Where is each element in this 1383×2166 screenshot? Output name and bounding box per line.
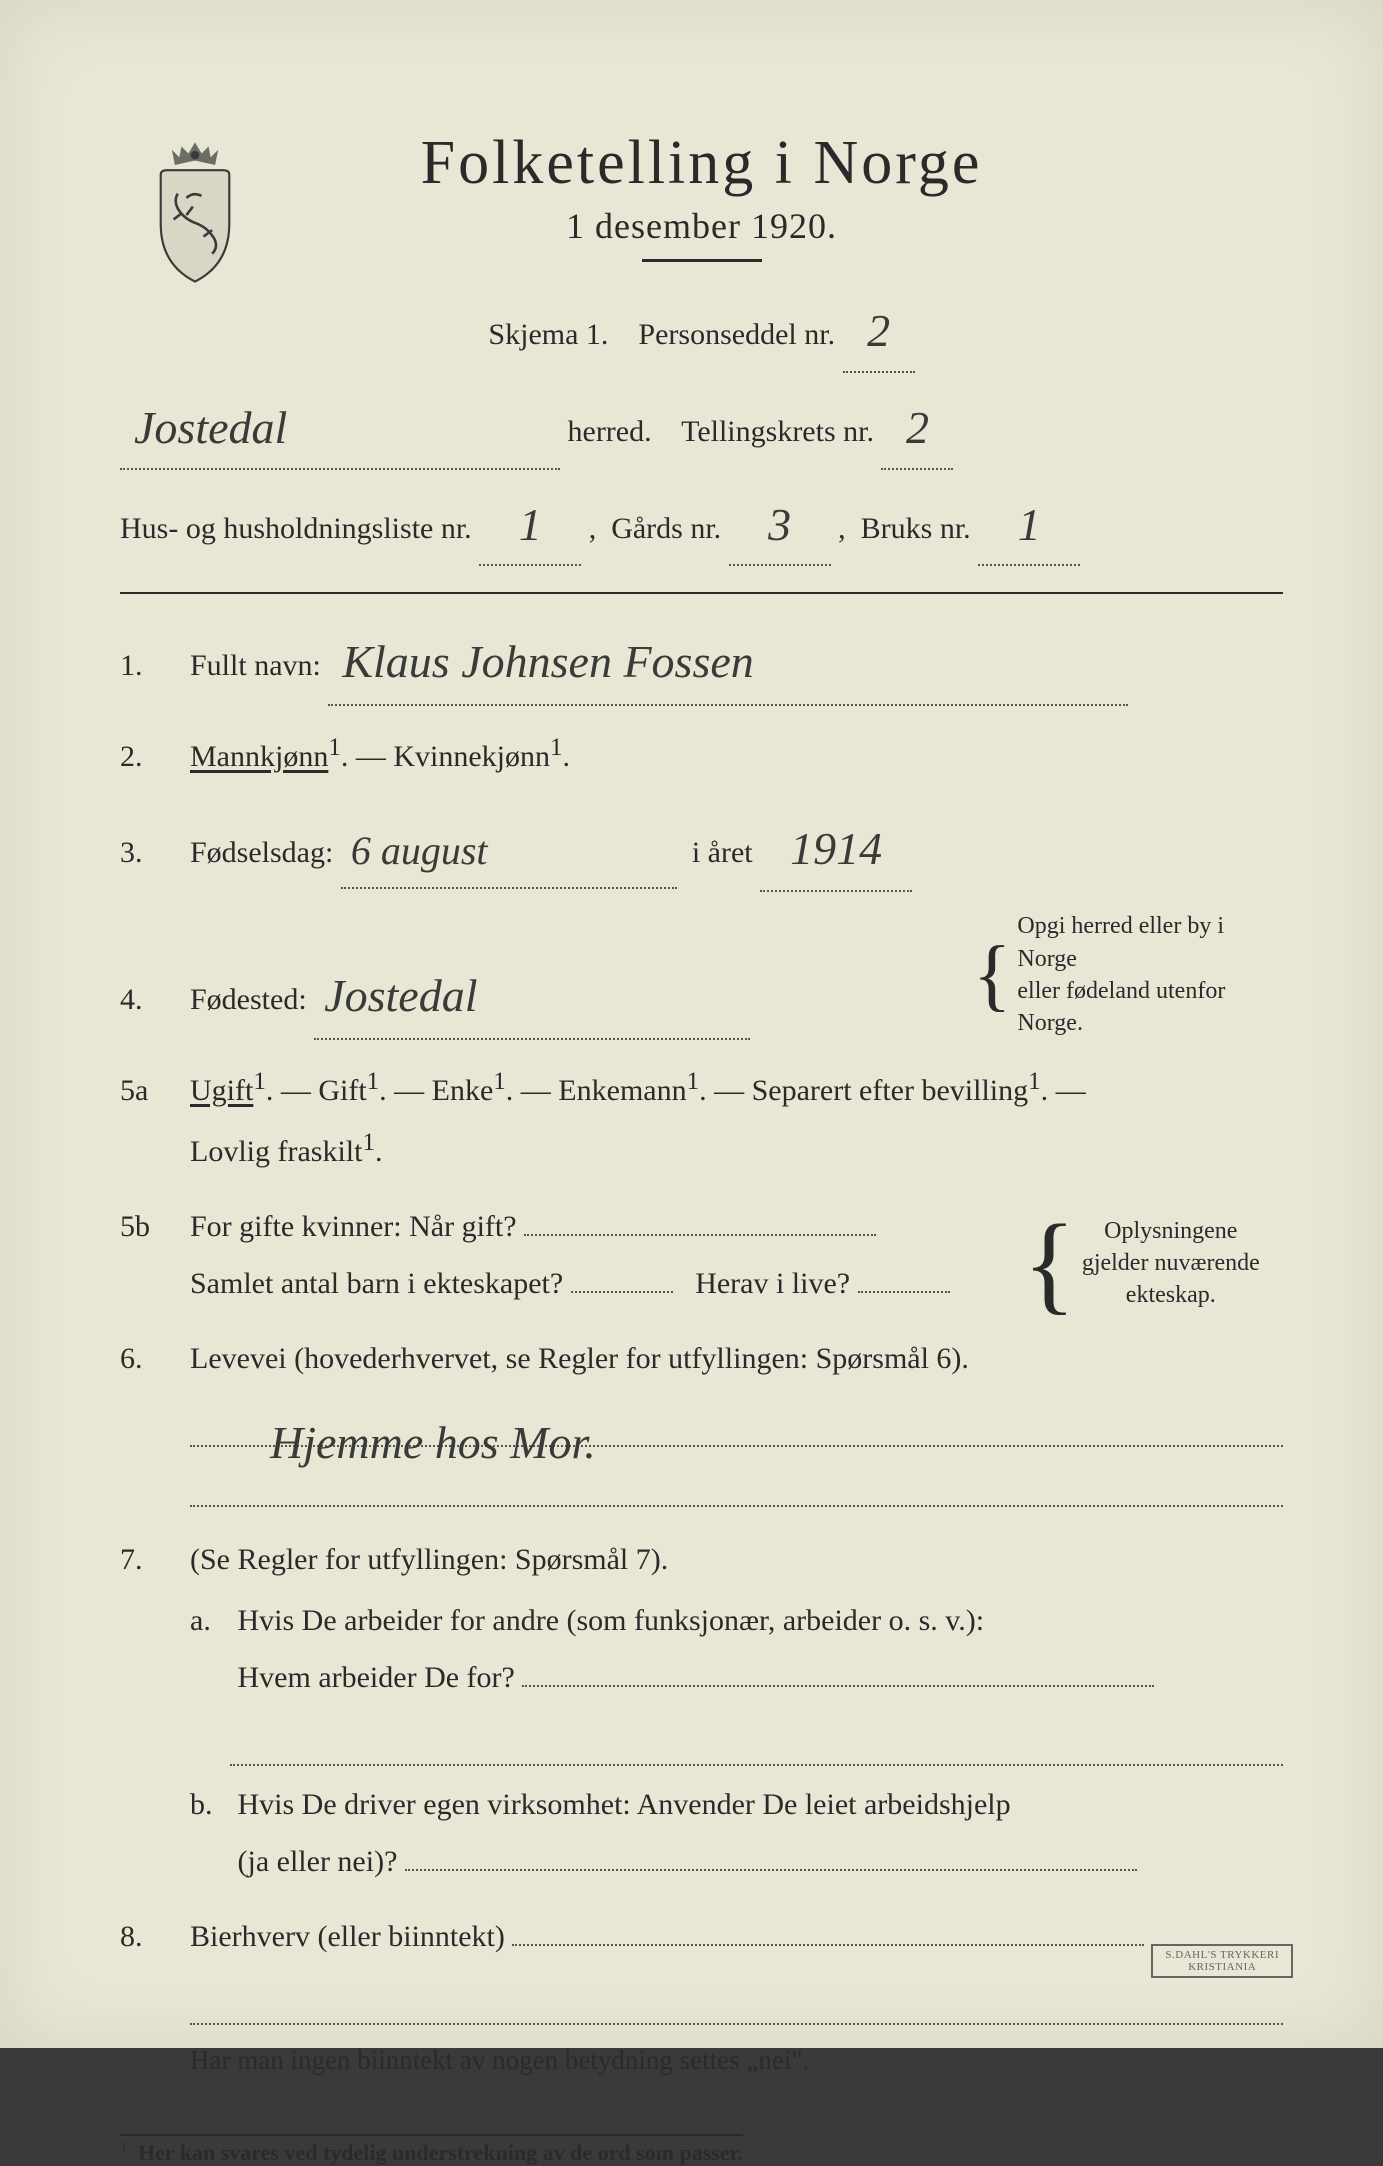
question-8: 8. Bierhverv (eller biinntekt) Har man i… (120, 1908, 1283, 2086)
q1-value: Klaus Johnsen Fossen (328, 616, 1128, 705)
q7-number: 7. (120, 1531, 190, 1588)
q8-label: Bierhverv (eller biinntekt) (190, 1920, 505, 1953)
q4-side-note: { Opgi herred eller by i Norge eller fød… (973, 910, 1283, 1040)
printer-stamp: S.DAHL'S TRYKKERI KRISTIANIA (1151, 1944, 1293, 1978)
q7a-value (522, 1685, 1154, 1687)
q6-number: 6. (120, 1330, 190, 1387)
question-7: 7. (Se Regler for utfyllingen: Spørsmål … (120, 1531, 1283, 1588)
tellingskrets-nr: 2 (881, 385, 953, 470)
q8-hint: Har man ingen biinntekt av nogen betydni… (190, 2035, 1283, 2086)
question-3: 3. Fødselsdag: 6 august i året 1914 (120, 803, 1283, 892)
q5b-gift-value (524, 1234, 876, 1236)
form-subtitle: 1 desember 1920. (120, 205, 1283, 247)
form-title: Folketelling i Norge (120, 128, 1283, 199)
q1-label: Fullt navn: (190, 649, 321, 682)
q5b-line2b: Herav i live? (695, 1267, 850, 1300)
q5a-gift: Gift (318, 1074, 366, 1107)
q5b-line2a: Samlet antal barn i ekteskapet? (190, 1267, 563, 1300)
q2-female: Kvinnekjønn (393, 740, 550, 773)
q8-value (512, 1944, 1144, 1946)
q5a-separert: Separert efter bevilling (752, 1074, 1029, 1107)
question-5a: 5a Ugift1. — Gift1. — Enke1. — Enkemann1… (120, 1058, 1283, 1180)
question-1: 1. Fullt navn: Klaus Johnsen Fossen (120, 616, 1283, 705)
q5b-barn-value (571, 1291, 673, 1293)
q3-label: Fødselsdag: (190, 836, 333, 869)
q5a-number: 5a (120, 1062, 190, 1119)
meta-line-1: Skjema 1. Personseddel nr. 2 (120, 288, 1283, 373)
meta-line-2: Jostedal herred. Tellingskrets nr. 2 (120, 385, 1283, 470)
herred-label: herred. (568, 415, 652, 448)
q3-year-label: i året (692, 836, 753, 869)
title-divider (642, 259, 762, 262)
q8-number: 8. (120, 1908, 190, 1965)
q5b-line1: For gifte kvinner: Når gift? (190, 1210, 517, 1243)
husliste-label: Hus- og husholdningsliste nr. (120, 512, 472, 545)
question-5b: 5b For gifte kvinner: Når gift? Samlet a… (120, 1198, 1283, 1312)
q3-year: 1914 (760, 803, 912, 892)
q7b-letter: b. (190, 1776, 230, 1833)
q2-number: 2. (120, 728, 190, 785)
q3-day: 6 august (341, 811, 677, 889)
tellingskrets-label: Tellingskrets nr. (681, 415, 874, 448)
q5a-enkemann: Enkemann (558, 1074, 686, 1107)
section-divider (120, 592, 1283, 594)
q4-label: Fødested: (190, 983, 307, 1016)
question-7b: b. Hvis De driver egen virksomhet: Anven… (120, 1776, 1283, 1890)
personseddel-nr: 2 (843, 288, 915, 373)
q7a-line1: Hvis De arbeider for andre (som funksjon… (238, 1604, 985, 1637)
q4-number: 4. (120, 971, 190, 1028)
bruks-label: Bruks nr. (861, 512, 971, 545)
q5b-live-value (858, 1291, 950, 1293)
skjema-label: Skjema 1. (488, 318, 608, 351)
personseddel-label: Personseddel nr. (638, 318, 835, 351)
q4-value: Jostedal (314, 950, 750, 1039)
footnote: 1 Her kan svares ved tydelig understrekn… (120, 2134, 743, 2166)
q5a-fraskilt: Lovlig fraskilt (190, 1135, 362, 1168)
q3-number: 3. (120, 824, 190, 881)
bruks-nr: 1 (978, 482, 1080, 567)
gards-label: Gårds nr. (611, 512, 721, 545)
question-2: 2. Mannkjønn1. — Kvinnekjønn1. (120, 724, 1283, 785)
form-header: Folketelling i Norge 1 desember 1920. (120, 128, 1283, 262)
q7a-blank-line (230, 1716, 1283, 1766)
q8-blank-line (190, 1975, 1283, 2025)
q2-male-selected: Mannkjønn (190, 740, 328, 773)
q7b-value (405, 1869, 1137, 1871)
meta-line-3: Hus- og husholdningsliste nr. 1 , Gårds … (120, 482, 1283, 567)
census-form-page: Folketelling i Norge 1 desember 1920. Sk… (0, 0, 1383, 2048)
q7a-line2: Hvem arbeider De for? (238, 1661, 515, 1694)
q7b-line2: (ja eller nei)? (238, 1845, 398, 1878)
herred-value: Jostedal (120, 385, 560, 470)
q5b-side-note: { Oplysningene gjelder nuværende ekteska… (1023, 1215, 1283, 1312)
q7b-line1: Hvis De driver egen virksomhet: Anvender… (238, 1788, 1011, 1821)
question-6: 6. Levevei (hovederhvervet, se Regler fo… (120, 1330, 1283, 1513)
husliste-nr: 1 (479, 482, 581, 567)
coat-of-arms-icon (140, 138, 250, 288)
brace-icon: { (973, 951, 1011, 999)
q5a-enke: Enke (432, 1074, 494, 1107)
q2-dash: — (356, 740, 394, 773)
gards-nr: 3 (729, 482, 831, 567)
q1-number: 1. (120, 637, 190, 694)
q7a-letter: a. (190, 1592, 230, 1649)
q6-value-line: Hjemme hos Mor. (190, 1397, 1283, 1447)
q6-label: Levevei (hovederhvervet, se Regler for u… (190, 1342, 969, 1375)
question-4: 4. Fødested: Jostedal { Opgi herred elle… (120, 910, 1283, 1040)
brace-icon: { (1023, 1230, 1076, 1296)
q5a-ugift-selected: Ugift (190, 1074, 253, 1107)
question-7a: a. Hvis De arbeider for andre (som funks… (120, 1592, 1283, 1772)
q5b-number: 5b (120, 1198, 190, 1255)
q7-label: (Se Regler for utfyllingen: Spørsmål 7). (190, 1543, 668, 1576)
